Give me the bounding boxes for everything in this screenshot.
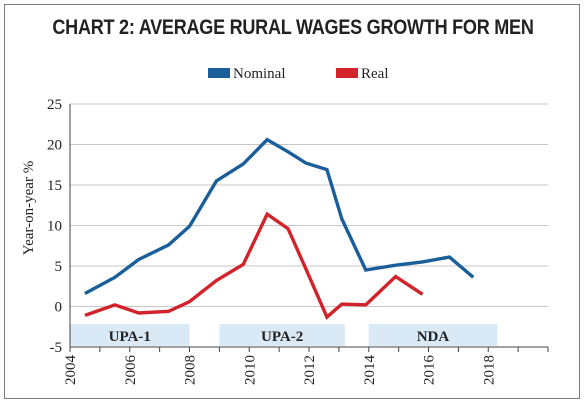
series-line-real xyxy=(84,211,424,320)
y-tick-label: -5 xyxy=(50,340,63,356)
y-tick-label: 20 xyxy=(47,138,62,154)
x-tick-label: 2012 xyxy=(302,355,318,385)
x-tick-label: 2010 xyxy=(242,355,258,385)
y-tick-label: 0 xyxy=(55,300,63,316)
era-label-upa-1: UPA-1 xyxy=(109,329,151,345)
legend-swatch-nominal xyxy=(208,68,230,78)
era-label-nda: NDA xyxy=(417,329,450,345)
chart-title: CHART 2: AVERAGE RURAL WAGES GROWTH FOR … xyxy=(52,16,534,39)
x-tick-label: 2018 xyxy=(481,355,497,385)
legend-label-real: Real xyxy=(361,66,389,82)
era-band-upa-1 xyxy=(70,324,190,346)
legend-swatch-real xyxy=(336,68,358,78)
era-bands: UPA-1 UPA-2 NDA xyxy=(70,324,498,346)
x-tick-label: 2008 xyxy=(183,355,199,385)
y-axis-label: Year-on-year % xyxy=(21,161,37,255)
series-line-nominal xyxy=(84,137,475,296)
era-label-upa-2: UPA-2 xyxy=(261,329,303,345)
y-tick-label: 10 xyxy=(47,219,62,235)
y-tick-label: 25 xyxy=(47,97,62,113)
y-tick-label: 15 xyxy=(47,178,62,194)
axes: -5 0 5 10 15 20 25 2004 2006 2008 2010 2012 2014 2016… xyxy=(47,97,549,386)
x-tick-label: 2014 xyxy=(362,355,378,386)
era-band-upa-2 xyxy=(219,324,345,346)
x-tick-label: 2016 xyxy=(422,355,438,386)
grid-lines xyxy=(70,103,548,307)
x-tick-label: 2006 xyxy=(123,355,139,386)
era-band-nda xyxy=(368,324,498,346)
legend-label-nominal: Nominal xyxy=(233,66,286,82)
series-lines xyxy=(84,137,475,320)
y-tick-label: 5 xyxy=(55,259,63,275)
x-tick-label: 2004 xyxy=(63,355,79,386)
legend: Nominal Real xyxy=(208,66,389,82)
